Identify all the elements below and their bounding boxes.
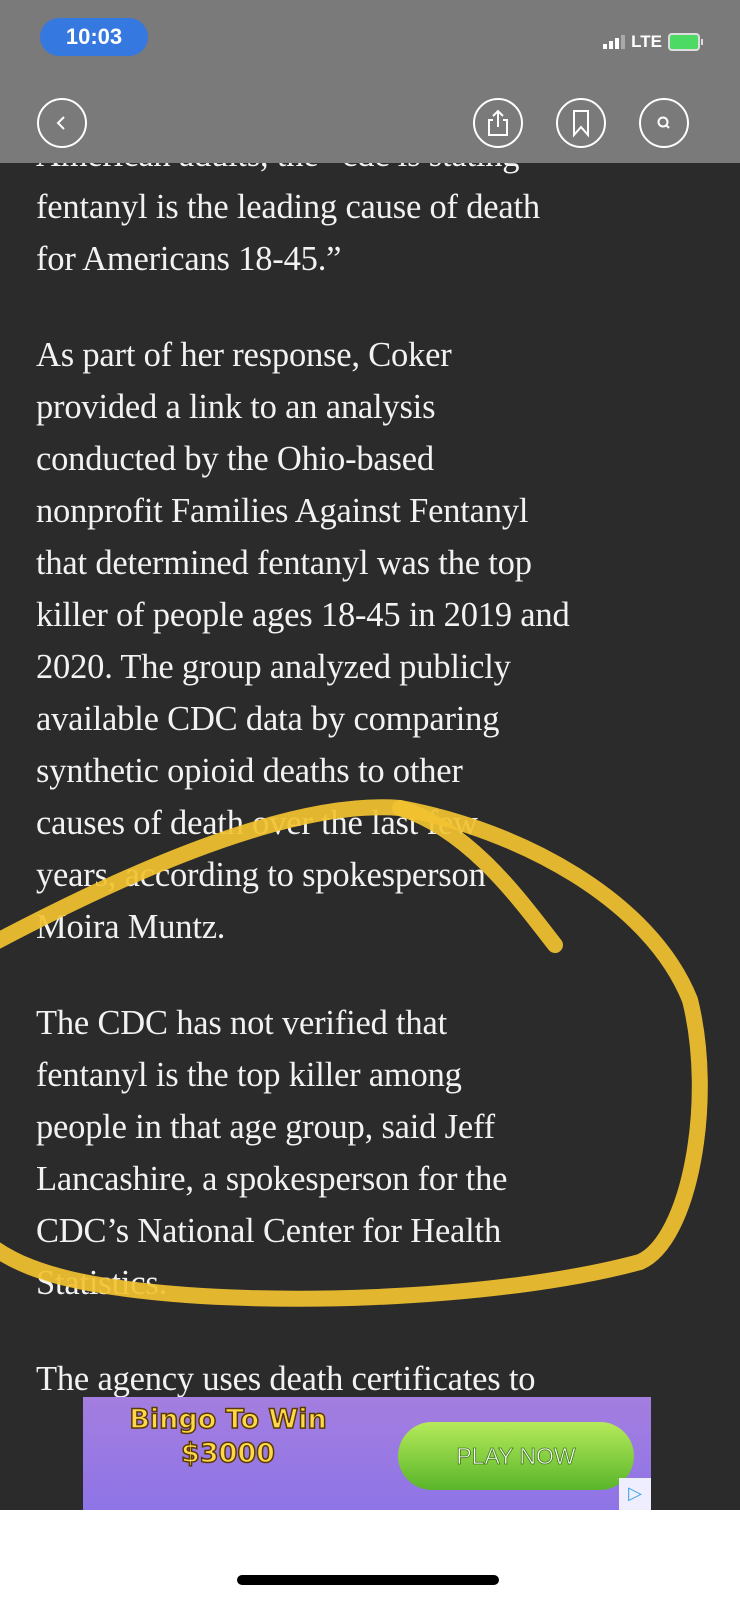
article-line: As part of her response, Coker	[36, 336, 452, 374]
signal-icon	[603, 35, 626, 49]
article-line: The agency uses death certificates to	[36, 1360, 536, 1398]
status-time: 10:03	[40, 18, 148, 56]
chevron-left-icon	[56, 116, 65, 130]
bottom-area	[0, 1510, 740, 1600]
article-line: for Americans 18-45.”	[36, 240, 342, 278]
article-line: Statistics.	[36, 1264, 168, 1302]
article-line: provided a link to an analysis	[36, 388, 436, 426]
article-line: CDC’s National Center for Health	[36, 1212, 501, 1250]
share-button[interactable]	[473, 98, 523, 148]
battery-charging-icon	[668, 33, 703, 51]
article-line: people in that age group, said Jeff	[36, 1108, 495, 1146]
article-line: synthetic opioid deaths to other	[36, 752, 463, 790]
article-line: fentanyl is the top killer among	[36, 1056, 462, 1094]
article-line: Lancashire, a spokesperson for the	[36, 1160, 508, 1198]
article-line: causes of death over the last few	[36, 804, 478, 842]
play-now-button[interactable]: PLAY NOW	[398, 1422, 634, 1490]
article-line: fentanyl is the leading cause of death	[36, 188, 540, 226]
article-line: that determined fentanyl was the top	[36, 544, 532, 582]
article-body: American adults, the “cdc is stating fen…	[36, 136, 570, 1398]
back-button[interactable]	[37, 98, 87, 148]
ad-choices-icon[interactable]: ▷	[619, 1478, 651, 1510]
top-bar: 10:03 LTE	[0, 0, 740, 163]
article-line: available CDC data by comparing	[36, 700, 500, 738]
ad-title: Bingo To Win $3000	[129, 1403, 328, 1470]
status-indicators: LTE	[603, 32, 703, 52]
bookmark-button[interactable]	[556, 98, 606, 148]
article-line: conducted by the Ohio-based	[36, 440, 434, 478]
share-icon	[488, 109, 508, 136]
article-line: 2020. The group analyzed publicly	[36, 648, 511, 686]
network-label: LTE	[631, 32, 662, 51]
bookmark-icon	[573, 110, 589, 138]
search-button[interactable]	[639, 98, 689, 148]
article-line: killer of people ages 18-45 in 2019 and	[36, 596, 570, 634]
article-line: nonprofit Families Against Fentanyl	[36, 492, 529, 530]
article-line: years, according to spokesperson	[36, 856, 486, 894]
ad-banner[interactable]: Bingo To Win $3000 PLAY NOW ▷	[83, 1397, 651, 1510]
home-indicator[interactable]	[237, 1575, 499, 1585]
article-line: The CDC has not verified that	[36, 1004, 447, 1042]
article-line: Moira Muntz.	[36, 908, 226, 946]
search-icon	[657, 116, 670, 129]
